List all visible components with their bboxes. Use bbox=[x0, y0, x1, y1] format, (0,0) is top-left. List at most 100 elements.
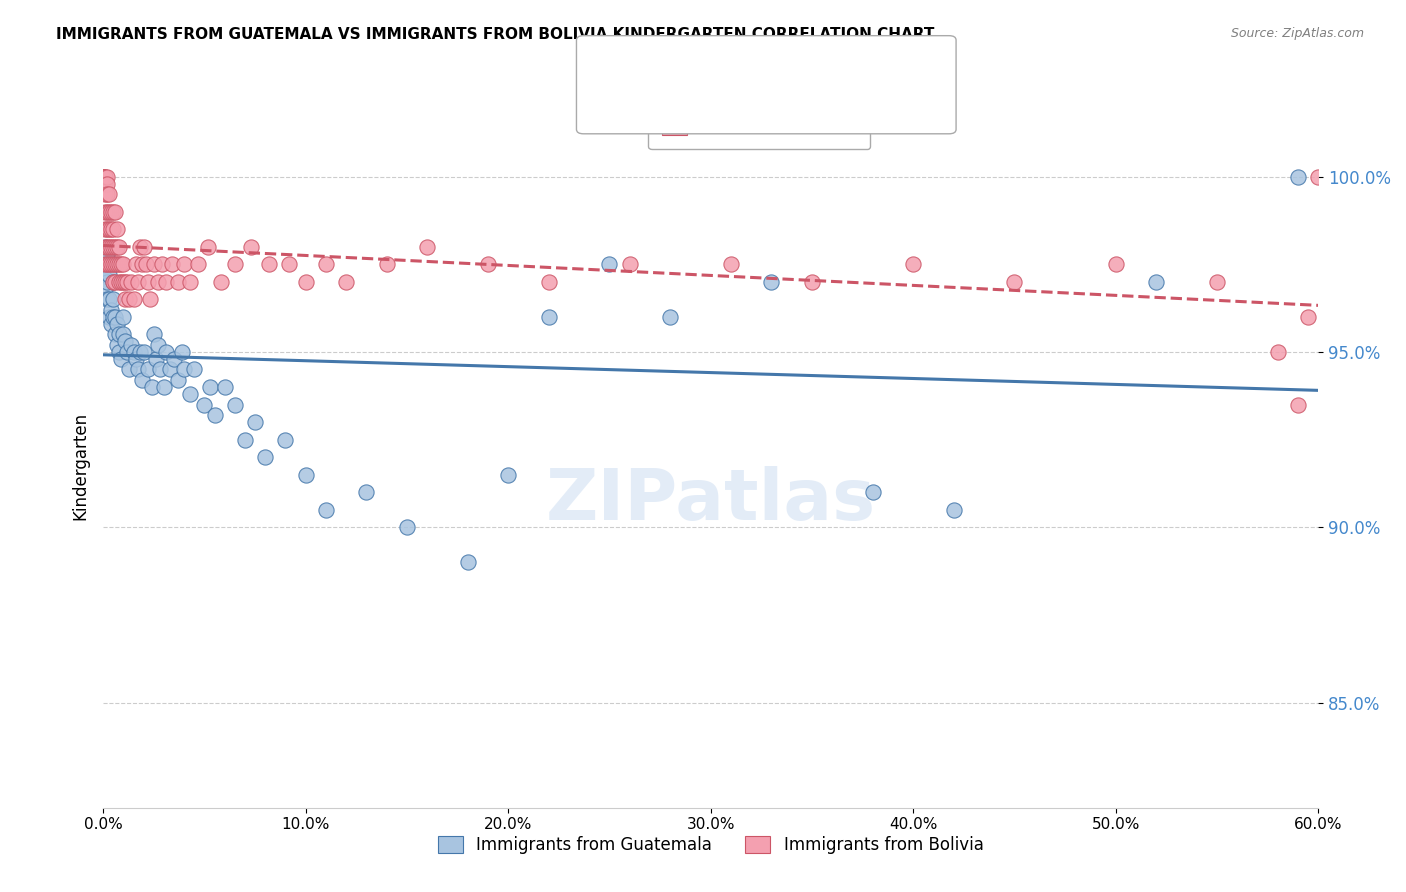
Point bbox=[173, 362, 195, 376]
Point bbox=[94, 257, 117, 271]
Point bbox=[136, 362, 159, 376]
Point bbox=[167, 373, 190, 387]
Point bbox=[1286, 397, 1309, 411]
Point bbox=[94, 169, 117, 184]
Point bbox=[146, 338, 169, 352]
Point bbox=[146, 275, 169, 289]
Point bbox=[118, 293, 141, 307]
Point bbox=[233, 433, 256, 447]
Point bbox=[131, 373, 153, 387]
Point bbox=[121, 275, 143, 289]
Point bbox=[98, 204, 121, 219]
Point bbox=[104, 240, 127, 254]
Point bbox=[167, 275, 190, 289]
Point bbox=[98, 187, 121, 202]
Point bbox=[142, 257, 165, 271]
Point bbox=[141, 380, 163, 394]
Point bbox=[315, 257, 337, 271]
Point bbox=[136, 275, 159, 289]
Point bbox=[240, 240, 263, 254]
Point bbox=[153, 380, 176, 394]
Point bbox=[1144, 275, 1167, 289]
Point bbox=[179, 275, 201, 289]
Point bbox=[94, 240, 117, 254]
Point bbox=[96, 204, 118, 219]
Point bbox=[1206, 275, 1229, 289]
Point bbox=[149, 362, 172, 376]
Point bbox=[91, 169, 114, 184]
Point bbox=[100, 204, 122, 219]
Point bbox=[477, 257, 499, 271]
Point bbox=[942, 502, 965, 516]
Point bbox=[121, 338, 143, 352]
Point bbox=[100, 302, 122, 317]
Point bbox=[128, 240, 150, 254]
Point bbox=[173, 257, 195, 271]
Point bbox=[94, 204, 117, 219]
Point bbox=[98, 222, 121, 236]
Point bbox=[395, 520, 418, 534]
Point bbox=[108, 345, 131, 359]
Point bbox=[537, 310, 560, 324]
Point bbox=[112, 327, 135, 342]
Point bbox=[96, 222, 118, 236]
Point bbox=[124, 257, 146, 271]
Point bbox=[128, 345, 150, 359]
Point bbox=[103, 310, 125, 324]
Point bbox=[103, 257, 125, 271]
Point bbox=[105, 240, 128, 254]
Point bbox=[103, 204, 125, 219]
Point bbox=[862, 485, 884, 500]
Point bbox=[103, 275, 125, 289]
Point bbox=[142, 327, 165, 342]
Point bbox=[91, 268, 114, 282]
Point bbox=[96, 240, 118, 254]
Point bbox=[94, 169, 117, 184]
Point bbox=[127, 275, 149, 289]
Point bbox=[801, 275, 824, 289]
Point bbox=[619, 257, 641, 271]
Point bbox=[356, 485, 378, 500]
Point bbox=[1267, 345, 1289, 359]
Point bbox=[209, 275, 232, 289]
Point bbox=[94, 257, 117, 271]
Point bbox=[108, 275, 131, 289]
Point bbox=[200, 380, 222, 394]
Point bbox=[108, 257, 131, 271]
Point bbox=[103, 240, 125, 254]
Point bbox=[159, 362, 181, 376]
Point bbox=[254, 450, 277, 464]
Point bbox=[98, 257, 121, 271]
Point bbox=[761, 275, 783, 289]
Point bbox=[537, 275, 560, 289]
Point bbox=[131, 257, 153, 271]
Point bbox=[1105, 257, 1128, 271]
Point bbox=[98, 293, 121, 307]
Point bbox=[132, 240, 155, 254]
Point bbox=[105, 222, 128, 236]
Point bbox=[187, 257, 209, 271]
Point bbox=[96, 177, 118, 191]
Point bbox=[91, 169, 114, 184]
Point bbox=[294, 467, 316, 482]
Point bbox=[720, 257, 742, 271]
Point bbox=[163, 351, 186, 366]
Point bbox=[598, 257, 620, 271]
Point bbox=[96, 246, 118, 260]
Point bbox=[91, 177, 114, 191]
Point bbox=[138, 293, 160, 307]
Point bbox=[124, 351, 146, 366]
Point bbox=[94, 222, 117, 236]
Point bbox=[193, 397, 215, 411]
Point bbox=[155, 275, 177, 289]
Point bbox=[204, 408, 226, 422]
Point bbox=[172, 345, 194, 359]
Point bbox=[103, 293, 125, 307]
Point bbox=[1286, 169, 1309, 184]
Point bbox=[94, 177, 117, 191]
Point bbox=[112, 257, 135, 271]
Point bbox=[100, 240, 122, 254]
Point bbox=[183, 362, 205, 376]
Point bbox=[104, 275, 127, 289]
Point bbox=[375, 257, 398, 271]
